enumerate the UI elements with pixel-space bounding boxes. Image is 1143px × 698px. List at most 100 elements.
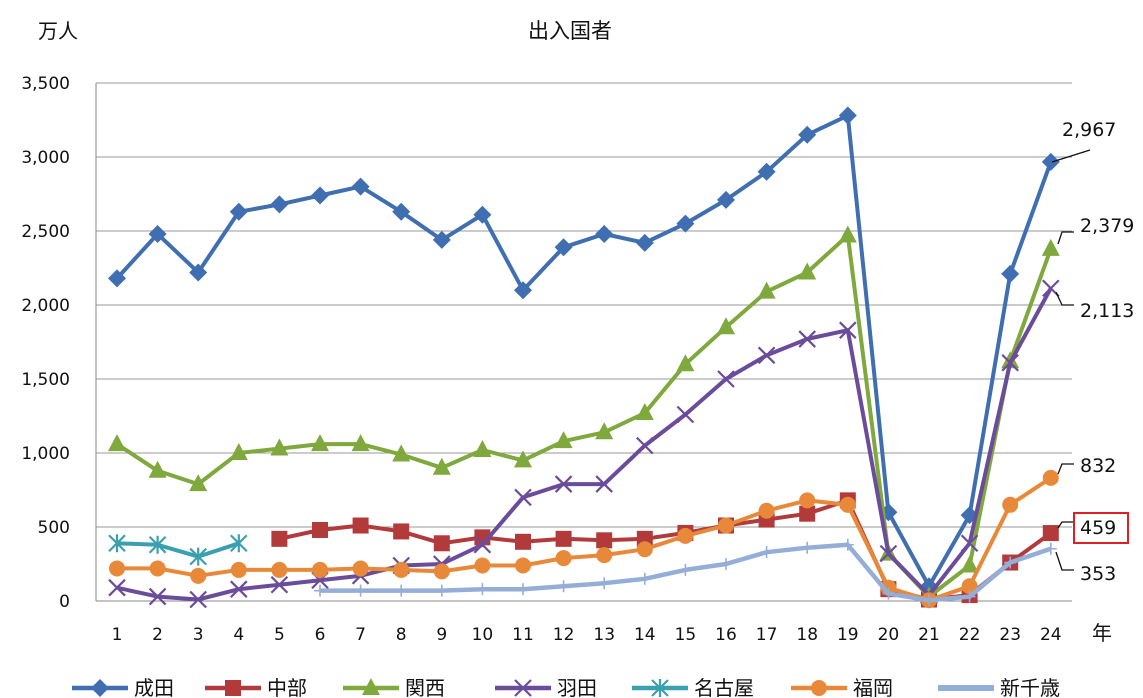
- data-point: [271, 530, 288, 547]
- data-point: [351, 434, 370, 452]
- data-point: [514, 488, 532, 507]
- data-point: [270, 575, 289, 594]
- data-point: [148, 587, 167, 606]
- data-point: [271, 561, 288, 578]
- x-tick-label: 22: [959, 625, 981, 645]
- x-axis-unit-label: 年: [1092, 621, 1112, 645]
- data-point: [717, 190, 735, 209]
- x-tick-label: 8: [396, 625, 407, 645]
- data-point: [514, 450, 532, 468]
- data-point: [515, 533, 531, 550]
- x-tick-label: 3: [193, 625, 204, 645]
- data-point: [598, 577, 611, 590]
- data-point: [596, 547, 613, 564]
- end-label: 832: [1080, 455, 1116, 477]
- chart-title: 出入国者: [528, 19, 612, 43]
- data-point: [108, 578, 126, 597]
- leader-line: [1055, 551, 1074, 571]
- legend-label: 羽田: [557, 676, 597, 698]
- legend-item-1: 成田: [72, 676, 174, 698]
- data-point: [717, 317, 735, 335]
- data-point: [760, 546, 773, 559]
- legend-item-6: 福岡: [791, 676, 893, 698]
- series-line: [115, 233, 1053, 599]
- data-point: [189, 547, 207, 566]
- x-tick-label: 20: [878, 625, 900, 645]
- data-point: [720, 558, 732, 570]
- data-point: [189, 474, 208, 492]
- data-point: [393, 523, 410, 540]
- x-tick-label: 6: [315, 625, 326, 645]
- end-labels: 2,967 2,379 2,113 832 459 353: [1051, 119, 1134, 585]
- data-point: [230, 534, 248, 553]
- data-point: [960, 534, 979, 553]
- data-point: [757, 346, 776, 365]
- series-3: [108, 225, 1060, 604]
- legend-marker: [811, 680, 827, 696]
- x-axis-ticks: 1 2 3 4 5 6 7 8 9 10 11 12 13 14 15 16 17 18 19 20 21 22 23 24: [112, 625, 1062, 645]
- data-point: [1042, 469, 1059, 486]
- series-7: [314, 538, 1057, 607]
- leader-line: [1055, 291, 1074, 306]
- data-point: [961, 578, 978, 595]
- legend-label: 中部: [267, 676, 307, 698]
- data-point: [799, 492, 816, 509]
- data-point: [882, 587, 895, 600]
- data-point: [474, 557, 491, 574]
- data-point: [595, 224, 614, 243]
- legend-marker: [225, 680, 241, 696]
- data-point: [314, 584, 326, 597]
- data-point: [677, 527, 694, 544]
- x-tick-label: 18: [796, 625, 818, 645]
- data-point: [635, 233, 654, 252]
- legend-label: 名古屋: [694, 676, 754, 698]
- data-point: [311, 434, 329, 452]
- data-point: [798, 330, 816, 348]
- x-tick-label: 23: [999, 625, 1021, 645]
- x-tick-label: 7: [355, 625, 366, 645]
- series-6: [109, 469, 1059, 609]
- end-label: 353: [1080, 563, 1116, 585]
- data-point: [473, 205, 492, 224]
- data-point: [351, 177, 370, 196]
- data-point: [473, 440, 492, 458]
- data-point: [476, 583, 489, 596]
- data-point: [676, 354, 695, 372]
- data-point: [1044, 542, 1057, 555]
- data-point: [718, 517, 734, 534]
- data-point: [148, 535, 167, 554]
- data-point: [679, 563, 692, 576]
- data-point: [799, 505, 816, 522]
- data-point: [433, 563, 450, 580]
- data-point: [312, 561, 328, 578]
- leader-line: [1051, 149, 1091, 163]
- y-tick-label: 3,000: [21, 148, 70, 168]
- data-point: [841, 538, 854, 551]
- data-point: [108, 434, 126, 452]
- series-1: [108, 106, 1060, 596]
- data-point: [757, 162, 776, 181]
- data-point: [923, 594, 935, 607]
- data-point: [229, 443, 248, 460]
- data-point: [392, 202, 411, 221]
- data-point: [1041, 238, 1060, 256]
- data-point: [148, 224, 167, 243]
- data-point: [312, 521, 328, 538]
- y-tick-label: 500: [38, 518, 70, 538]
- data-point: [1042, 525, 1059, 542]
- data-point: [149, 560, 166, 577]
- data-point: [190, 567, 207, 584]
- data-point: [801, 541, 814, 554]
- data-point: [595, 475, 613, 493]
- data-point: [838, 225, 857, 243]
- data-point: [839, 496, 856, 513]
- data-point: [189, 590, 207, 609]
- data-point: [109, 560, 125, 577]
- x-tick-label: 13: [593, 625, 615, 645]
- data-point: [676, 405, 695, 424]
- leader-line: [1057, 521, 1074, 529]
- data-point: [432, 230, 451, 249]
- x-tick-label: 1: [112, 625, 123, 645]
- highlight-box: [1073, 512, 1129, 544]
- x-tick-label: 19: [837, 625, 859, 645]
